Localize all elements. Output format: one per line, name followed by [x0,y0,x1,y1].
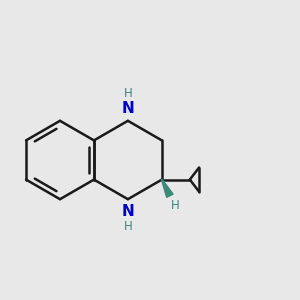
Text: H: H [124,87,132,100]
Text: N: N [122,204,134,219]
Polygon shape [161,179,173,197]
Text: H: H [124,220,132,233]
Text: H: H [170,199,179,212]
Text: N: N [122,101,134,116]
